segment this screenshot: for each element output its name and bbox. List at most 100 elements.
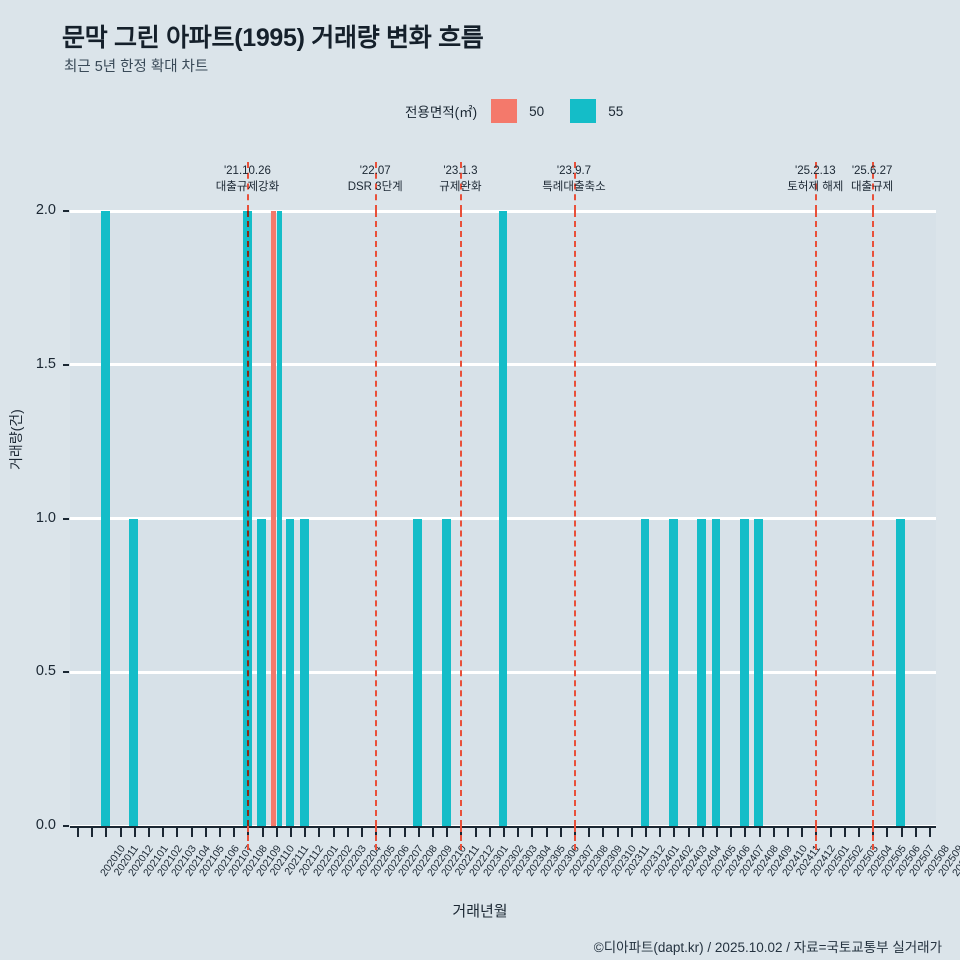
bar-202012-55	[101, 211, 110, 826]
x-tick-mark	[900, 828, 903, 837]
y-tick-label: 2.0	[35, 202, 56, 218]
bar-202111-55	[257, 518, 267, 826]
x-tick-mark	[588, 828, 591, 837]
x-tick-mark	[332, 828, 335, 837]
x-tick-mark	[517, 828, 520, 837]
bar-202110-55	[243, 211, 252, 826]
x-tick-mark	[616, 828, 619, 837]
event-text: 토허제 해제	[787, 181, 844, 193]
x-tick-mark	[318, 828, 321, 837]
event-date: '23.1.3	[443, 165, 478, 177]
legend-swatch-50	[491, 99, 518, 123]
event-line-ext-202309	[573, 826, 576, 850]
x-tick-mark	[602, 828, 605, 837]
legend: 전용면적(㎡) 50 55	[405, 99, 623, 123]
bar-202202-55	[299, 518, 309, 826]
x-tick-mark	[133, 828, 136, 837]
x-tick-mark	[361, 828, 364, 837]
event-line-202502	[815, 211, 818, 826]
bar-202409-55	[739, 518, 749, 826]
legend-label-50: 50	[529, 103, 545, 119]
bar-202410-55	[754, 518, 763, 826]
x-tick-mark	[644, 828, 647, 837]
bar-202406-55	[697, 518, 707, 826]
chart-subtitle: 최근 5년 한정 확대 차트	[64, 59, 209, 75]
y-tick-label: 0.0	[35, 817, 56, 833]
event-line-ext-202207	[375, 826, 378, 850]
event-label-202207: '22.07 DSR 3단계	[348, 163, 403, 195]
x-axis-label: 거래년월	[452, 903, 508, 920]
y-tick-label: 1.5	[35, 355, 56, 372]
y-axis-label: 거래량(건)	[8, 409, 24, 470]
footer-credit: ©디아파트(dapt.kr) / 2025.10.02 / 자료=국토교통부 실…	[593, 940, 942, 955]
event-text: DSR 3단계	[347, 181, 403, 193]
x-tick-mark	[219, 828, 222, 837]
x-tick-mark	[261, 828, 264, 837]
x-tick-mark	[914, 828, 917, 837]
bar-202212-55	[441, 518, 451, 826]
event-line-ext-202110	[247, 826, 250, 850]
event-line-top-202110	[247, 162, 250, 211]
event-line-top-202207	[375, 162, 378, 211]
bar-202112-50	[271, 211, 276, 826]
x-tick-mark	[290, 828, 293, 837]
x-tick-mark	[176, 828, 179, 837]
x-tick-mark	[886, 828, 889, 837]
event-line-202301	[460, 211, 463, 826]
x-tick-mark	[531, 828, 534, 837]
event-label-202110: '21.10.26 대출규제강화	[216, 163, 279, 195]
x-tick-mark	[488, 828, 491, 837]
x-axis	[70, 826, 936, 828]
legend-swatch-55	[570, 99, 597, 123]
bar-202210-55	[413, 518, 423, 826]
x-tick-mark	[474, 828, 477, 837]
y-tick-label: 1.0	[35, 509, 56, 526]
x-tick-mark	[758, 828, 761, 837]
x-tick-mark	[659, 828, 662, 837]
x-tick-mark	[928, 828, 931, 837]
x-tick-mark	[829, 828, 832, 837]
x-tick-mark	[91, 828, 94, 837]
event-label-202506: '25.6.27 대출규제	[851, 163, 893, 195]
event-date: '25.2.13	[795, 165, 836, 177]
y-tick-label: 0.5	[35, 663, 56, 680]
x-tick-mark	[545, 828, 548, 837]
legend-label-55: 55	[608, 103, 624, 119]
event-label-202309: '23.9.7 특례대출축소	[542, 163, 605, 195]
event-line-ext-202301	[460, 826, 463, 850]
x-tick-mark	[630, 828, 633, 837]
event-text: 대출규제강화	[215, 181, 280, 193]
bar-202112-55	[276, 211, 282, 826]
y-tick-mark	[63, 517, 69, 520]
legend-title: 전용면적(㎡)	[405, 105, 478, 120]
event-text: 규제완화	[439, 181, 482, 193]
event-text: 대출규제	[850, 181, 894, 193]
event-line-ext-202502	[815, 826, 818, 850]
x-tick-mark	[417, 828, 420, 837]
chart-title: 문막 그린 아파트(1995) 거래량 변화 흐름	[62, 24, 484, 52]
x-tick-mark	[77, 828, 80, 837]
x-tick-mark	[432, 828, 435, 837]
y-tick-mark	[63, 825, 69, 827]
plot-area	[70, 209, 936, 828]
x-tick-mark	[559, 828, 562, 837]
x-tick-mark	[148, 828, 151, 837]
x-tick-mark	[503, 828, 505, 837]
x-tick-mark	[162, 828, 165, 837]
event-date: '21.10.26	[223, 165, 271, 177]
event-line-top-202506	[872, 162, 875, 211]
event-date: '22.07	[359, 165, 391, 177]
event-line-top-202309	[573, 162, 576, 211]
bar-202404-55	[668, 518, 678, 826]
x-tick-mark	[346, 828, 349, 837]
event-date: '25.6.27	[851, 165, 893, 177]
event-line-top-202502	[815, 162, 818, 211]
x-tick-mark	[304, 828, 307, 837]
x-tick-mark	[772, 828, 775, 837]
x-tick-mark	[105, 828, 108, 837]
event-label-202301: '23.1.3 규제완화	[439, 163, 481, 195]
event-text: 특례대출축소	[542, 181, 606, 193]
y-tick-mark	[63, 363, 69, 366]
event-line-ext-202506	[872, 826, 875, 850]
